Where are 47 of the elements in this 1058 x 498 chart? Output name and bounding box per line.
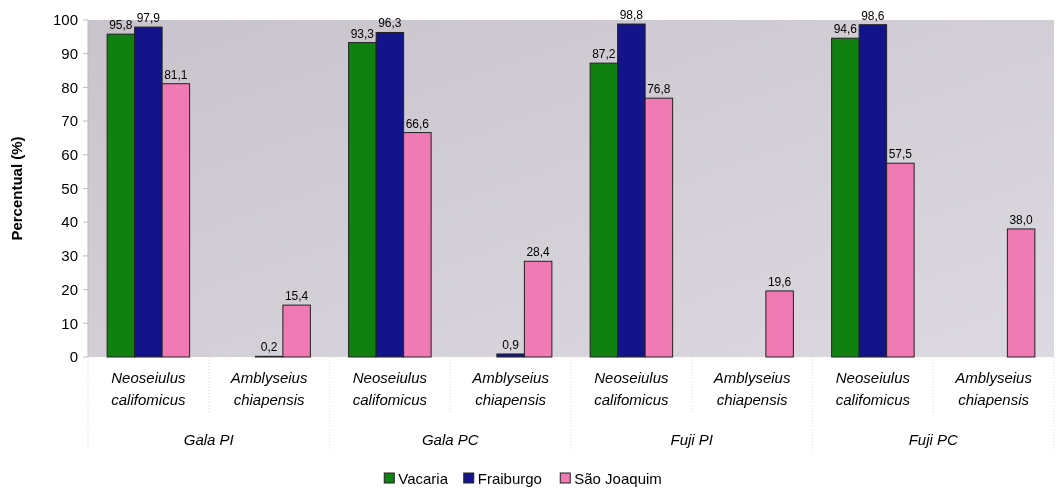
bar (765, 290, 794, 358)
legend-label: São Joaquim (574, 470, 662, 487)
data-label: 95,8 (109, 18, 133, 33)
data-label: 94,6 (833, 22, 858, 37)
data-label: 93,3 (350, 26, 375, 41)
y-tick-label: 100 (52, 11, 78, 29)
x-tick-label: Neoseiulus califomicus (111, 369, 186, 408)
data-label: 19,6 (767, 274, 792, 289)
data-label: 0,9 (502, 337, 520, 352)
x-tick-label: Amblyseius chiapensis (954, 369, 1033, 408)
data-label: 38,0 (1009, 212, 1034, 227)
data-label: 87,2 (592, 47, 616, 62)
y-tick-label: 60 (61, 146, 78, 164)
legend-label: Fraiburgo (477, 470, 542, 487)
bar (1006, 228, 1036, 358)
x-tick-label: Amblyseius chiapensis (471, 369, 550, 408)
text: Gala PC (421, 431, 479, 448)
data-label: 81,1 (164, 67, 188, 82)
x-tick-label: Amblyseius chiapensis (712, 369, 791, 408)
y-tick-label: 40 (61, 213, 78, 231)
data-label: 15,4 (284, 289, 309, 304)
x-tick-label: Neoseiulus califomicus (835, 369, 911, 408)
legend-label: Vacaria (398, 470, 449, 487)
y-tick-label: 0 (69, 348, 78, 366)
y-tick-label: 50 (61, 179, 78, 197)
y-tick-label: 90 (61, 44, 78, 62)
y-tick-label: 10 (61, 314, 78, 332)
data-label: 97,9 (136, 11, 161, 26)
data-label: 0,2 (260, 340, 278, 355)
y-tick-label: 80 (61, 78, 78, 96)
y-tick-label: 30 (61, 247, 78, 265)
data-label: 76,8 (647, 82, 671, 97)
text: Fuji PI (670, 431, 714, 448)
data-label: 28,4 (526, 245, 551, 260)
y-axis-title: Percentual (%) (8, 136, 25, 241)
data-label: 98,8 (619, 8, 644, 23)
data-label: 66,6 (405, 116, 430, 131)
x-tick-label: Amblyseius chiapensis (229, 369, 308, 408)
x-tick-label: Neoseiulus califomicus (352, 369, 428, 408)
y-tick-label: 70 (61, 112, 78, 130)
y-tick-label: 20 (61, 280, 78, 298)
data-label: 57,5 (888, 147, 913, 162)
text: Gala PI (183, 431, 234, 448)
text: Fuji PC (908, 431, 958, 448)
x-tick-label: Neoseiulus califomicus (594, 369, 669, 408)
data-label: 98,6 (861, 8, 885, 23)
data-label: 96,3 (378, 16, 402, 31)
